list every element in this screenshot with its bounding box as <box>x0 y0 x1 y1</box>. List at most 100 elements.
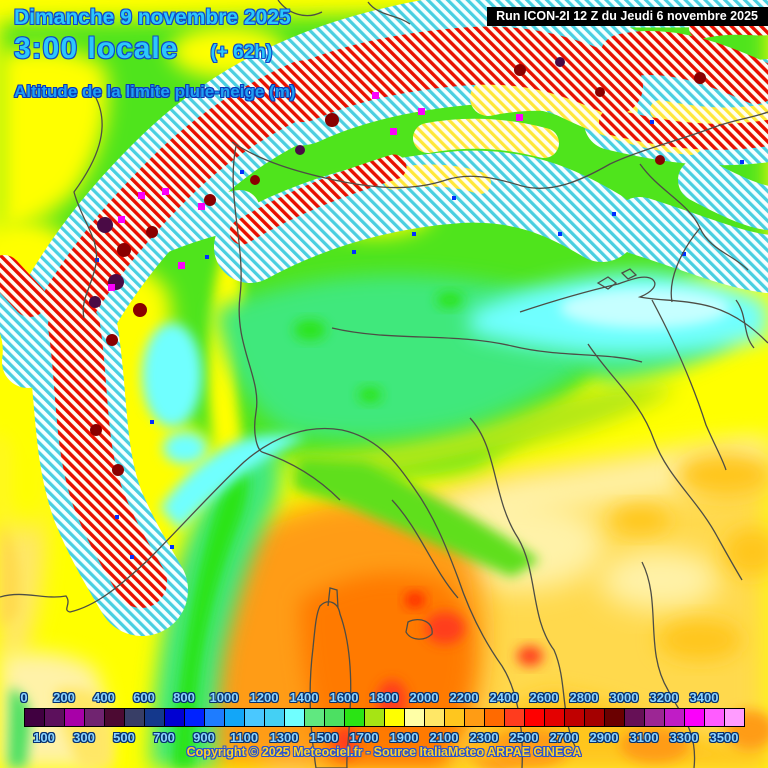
bright-green-speck <box>358 387 382 403</box>
scale-label: 1100 <box>229 730 259 745</box>
apennine-green-ridge <box>293 458 540 577</box>
scale-cell <box>505 709 525 726</box>
scale-cell <box>125 709 145 726</box>
scale-cell <box>665 709 685 726</box>
scale-cell <box>185 709 205 726</box>
scale-label: 800 <box>173 690 195 705</box>
scale-label: 1400 <box>289 690 319 705</box>
left-gold-strip <box>0 520 20 628</box>
region-border <box>391 499 459 599</box>
scale-cell <box>465 709 485 726</box>
island-corsica <box>309 587 352 768</box>
massif-dark-specks <box>89 57 744 559</box>
color-scale-bar <box>24 708 745 727</box>
magenta-peaks <box>108 90 523 291</box>
scale-label: 2100 <box>429 730 459 745</box>
scale-label: 2600 <box>529 690 559 705</box>
red-spot <box>333 726 357 758</box>
scale-cell <box>225 709 245 726</box>
red-spot <box>405 592 425 608</box>
liguria-cyan-strip <box>160 434 306 530</box>
scale-cell <box>205 709 225 726</box>
scale-cell <box>565 709 585 726</box>
forecast-offset-label: (+ 62h) <box>210 42 273 63</box>
map-header: Dimanche 9 novembre 2025 3:00 locale (+ … <box>14 6 295 102</box>
parameter-title: Altitude de la limite pluie-neige (m) <box>14 82 296 101</box>
scale-label: 3400 <box>689 690 719 705</box>
scale-label: 2900 <box>589 730 619 745</box>
scale-label: 700 <box>153 730 175 745</box>
scale-label: 100 <box>33 730 55 745</box>
scale-label: 3100 <box>629 730 659 745</box>
run-info-badge: Run ICON-2I 12 Z du Jeudi 6 novembre 202… <box>487 7 768 26</box>
scale-cell <box>385 709 405 726</box>
dark-gold-patch <box>658 620 742 660</box>
border-austria-slovenia <box>639 163 749 303</box>
scale-cell <box>65 709 85 726</box>
scale-cell <box>625 709 645 726</box>
scale-label: 3300 <box>669 730 699 745</box>
border-switzerland-italy <box>231 111 768 189</box>
scale-label: 2400 <box>489 690 519 705</box>
region-border <box>261 451 341 501</box>
scale-label: 2500 <box>509 730 539 745</box>
orange-patch <box>620 727 690 763</box>
adriatic-pale-core <box>560 288 730 328</box>
bright-green-core <box>172 462 249 768</box>
scale-cell <box>45 709 65 726</box>
coast-adriatic <box>519 276 768 471</box>
scale-label: 0 <box>20 690 28 705</box>
scale-label: 1700 <box>349 730 379 745</box>
scale-cell <box>485 709 505 726</box>
scale-cell <box>85 709 105 726</box>
scale-cell <box>725 709 744 726</box>
scale-label: 3000 <box>609 690 639 705</box>
scale-label: 600 <box>133 690 155 705</box>
scale-cell <box>685 709 705 726</box>
bright-green-speck <box>436 292 464 308</box>
scale-label: 2300 <box>469 730 499 745</box>
scale-cell <box>545 709 565 726</box>
scale-label: 3500 <box>709 730 739 745</box>
scale-cell <box>425 709 445 726</box>
orange-patch <box>490 728 570 768</box>
scale-label: 2200 <box>449 690 479 705</box>
scale-label: 1000 <box>209 690 239 705</box>
border-france-switzerland <box>73 95 103 319</box>
scale-label: 2800 <box>569 690 599 705</box>
scale-cell <box>405 709 425 726</box>
dark-gold-patch <box>677 453 768 497</box>
scale-label: 3200 <box>649 690 679 705</box>
region-border <box>469 417 579 753</box>
scale-label: 900 <box>193 730 215 745</box>
scale-label: 500 <box>113 730 135 745</box>
scale-cell <box>365 709 385 726</box>
scale-label: 2000 <box>409 690 439 705</box>
coast-west <box>0 427 523 768</box>
scale-cell <box>705 709 725 726</box>
scale-cell <box>165 709 185 726</box>
scale-cell <box>285 709 305 726</box>
piedmont-cyan <box>142 323 202 427</box>
scale-label: 400 <box>93 690 115 705</box>
bright-green-speck <box>294 320 326 340</box>
scale-cell <box>445 709 465 726</box>
istria-coast <box>735 299 755 349</box>
date-label: Dimanche 9 novembre 2025 <box>14 6 291 29</box>
region-border <box>331 327 643 363</box>
color-scale-legend: Copyright © 2025 Meteociel.fr - Source I… <box>0 688 768 768</box>
pale-yellow-patch <box>600 550 720 610</box>
dark-gold-patch <box>724 528 768 576</box>
scale-cell <box>305 709 325 726</box>
lakes-north <box>277 0 411 25</box>
scale-cell <box>265 709 285 726</box>
copyright-text: Copyright © 2025 Meteociel.fr - Source I… <box>186 745 582 759</box>
scale-cell <box>605 709 625 726</box>
yellow-band-east <box>655 322 768 420</box>
venice-lagoon <box>596 268 638 290</box>
scale-cell <box>145 709 165 726</box>
scale-cell <box>325 709 345 726</box>
